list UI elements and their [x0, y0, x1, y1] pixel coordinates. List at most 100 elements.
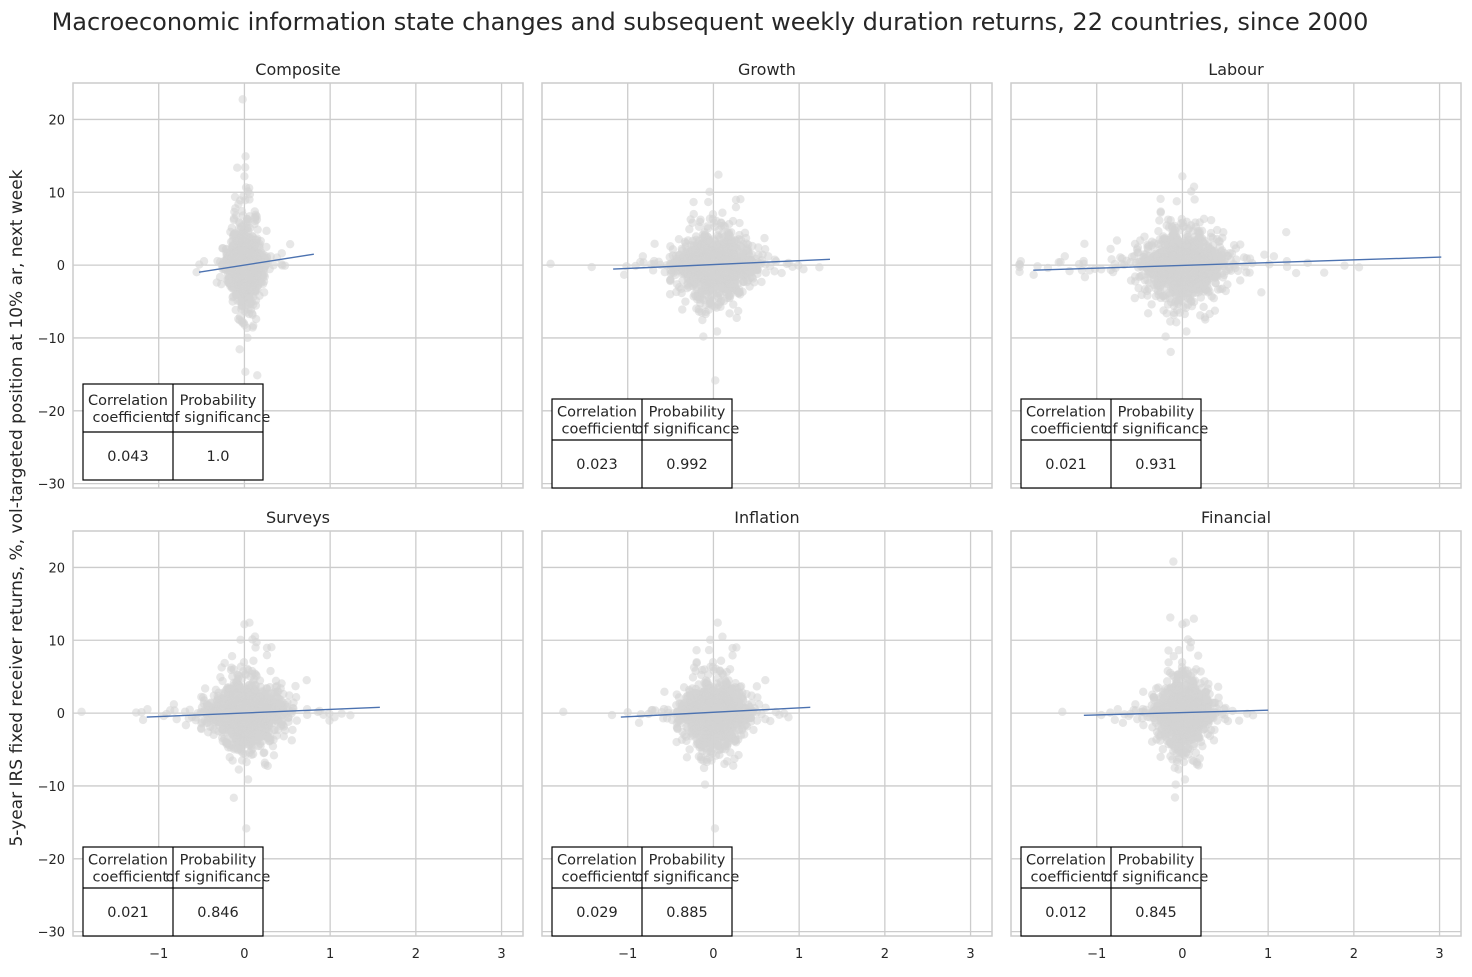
scatter-point: [546, 260, 554, 268]
scatter-point: [1078, 266, 1086, 274]
scatter-point: [729, 300, 737, 308]
scatter-point: [1161, 332, 1169, 340]
scatter-point: [1228, 249, 1236, 257]
scatter-point: [699, 332, 707, 340]
scatter-point: [716, 303, 724, 311]
scatter-point: [1156, 195, 1164, 203]
scatter-point: [711, 376, 719, 384]
table-header: Correlation coefficient: [88, 393, 169, 426]
correlation-value: 0.021: [1045, 457, 1087, 473]
scatter-point: [733, 314, 741, 322]
y-tick-label: 20: [48, 113, 65, 128]
scatter-point: [1292, 269, 1300, 277]
scatter-point: [762, 268, 770, 276]
scatter-point: [1218, 285, 1226, 293]
scatter-point: [237, 223, 245, 231]
scatter-point: [263, 644, 271, 652]
scatter-point: [278, 249, 286, 257]
scatter-point: [262, 227, 270, 235]
scatter-point: [729, 217, 737, 225]
scatter-point: [220, 659, 228, 667]
scatter-point: [228, 254, 236, 262]
scatter-point: [231, 193, 239, 201]
scatter-point: [1340, 261, 1348, 269]
correlation-value: 0.043: [107, 449, 149, 465]
scatter-point: [713, 327, 721, 335]
scatter-point: [241, 282, 249, 290]
scatter-point: [248, 282, 256, 290]
scatter-point: [1188, 283, 1196, 291]
scatter-point: [1173, 273, 1181, 281]
scatter-point: [260, 288, 268, 296]
scatter-point: [1159, 306, 1167, 314]
scatter-point: [620, 271, 628, 279]
scatter-points: [192, 95, 294, 393]
scatter-point: [1029, 271, 1037, 279]
scatter-point: [1080, 240, 1088, 248]
scatter-point: [1303, 259, 1311, 267]
probability-value: 0.931: [1135, 457, 1177, 473]
scatter-point: [1178, 289, 1186, 297]
scatter-point: [245, 195, 253, 203]
scatter-point: [689, 198, 697, 206]
scatter-point: [736, 265, 744, 273]
scatter-point: [1157, 277, 1165, 285]
scatter-point: [721, 222, 729, 230]
scatter-point: [704, 198, 712, 206]
scatter-point: [257, 237, 265, 245]
scatter-point: [235, 345, 243, 353]
scatter-point: [726, 279, 734, 287]
scatter-point: [269, 261, 277, 269]
scatter-point: [1242, 268, 1250, 276]
scatter-point: [1184, 225, 1192, 233]
scatter-point: [1212, 253, 1220, 261]
scatter-point: [697, 308, 705, 316]
scatter-point: [239, 246, 247, 254]
scatter-point: [704, 236, 712, 244]
scatter-point: [1236, 276, 1244, 284]
scatter-points: [546, 170, 823, 384]
scatter-point: [752, 255, 760, 263]
probability-value: 1.0: [206, 449, 229, 465]
scatter-point: [1015, 263, 1023, 271]
scatter-point: [241, 368, 249, 376]
scatter-point: [281, 261, 289, 269]
scatter-point: [241, 152, 249, 160]
scatter-point: [238, 317, 246, 325]
scatter-point: [1265, 260, 1273, 268]
scatter-point: [1201, 285, 1209, 293]
scatter-point: [689, 278, 697, 286]
scatter-point: [226, 282, 234, 290]
scatter-point: [240, 172, 248, 180]
scatter-point: [291, 682, 299, 690]
scatter-point: [1282, 228, 1290, 236]
scatter-point: [235, 237, 243, 245]
scatter-point: [698, 316, 706, 324]
scatter-point: [738, 251, 746, 259]
scatter-point: [242, 824, 250, 832]
scatter-point: [1144, 309, 1152, 317]
scatter-point: [1236, 240, 1244, 248]
scatter-point: [1161, 247, 1169, 255]
scatter-point: [1154, 240, 1162, 248]
scatter-point: [249, 657, 257, 665]
scatter-point: [233, 164, 241, 172]
scatter-point: [1209, 234, 1217, 242]
scatter-point: [1207, 216, 1215, 224]
y-axis-label: 5-year IRS fixed receiver returns, %, vo…: [7, 169, 27, 846]
scatter-point: [1260, 250, 1268, 258]
scatter-point: [686, 215, 694, 223]
scatter-point: [1182, 254, 1190, 262]
scatter-point: [1196, 311, 1204, 319]
y-tick-label: −20: [38, 405, 65, 420]
scatter-point: [1169, 244, 1177, 252]
scatter-point: [714, 292, 722, 300]
scatter-point: [705, 188, 713, 196]
scatter-point: [249, 321, 257, 329]
scatter-point: [1200, 215, 1208, 223]
